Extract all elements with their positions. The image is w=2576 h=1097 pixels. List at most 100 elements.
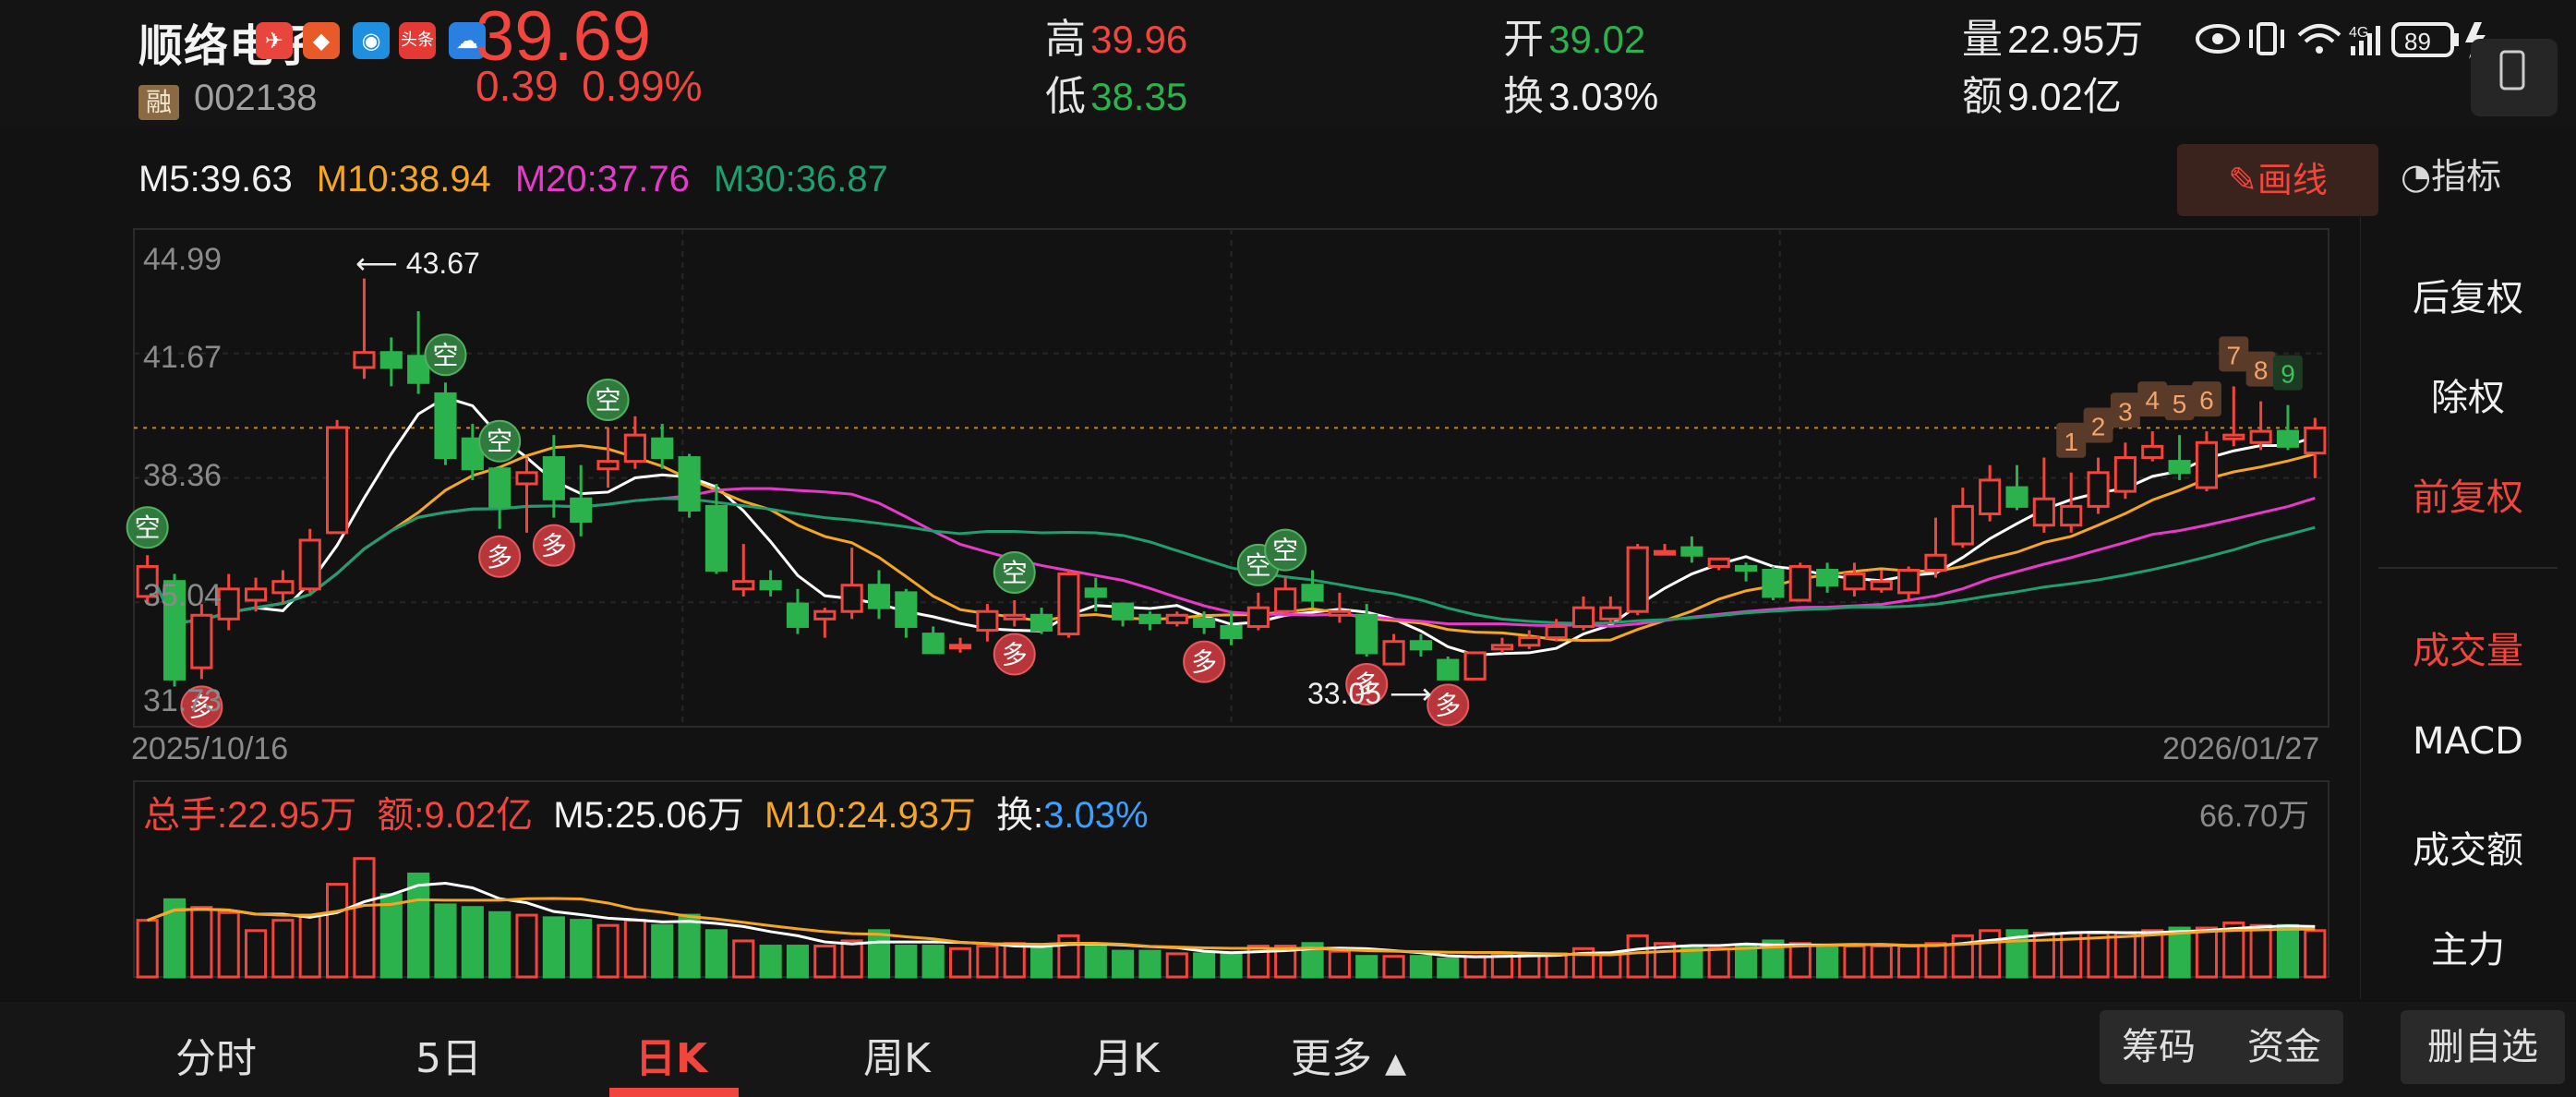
total-volume: 总手:22.95万 — [143, 795, 357, 836]
volume-bar — [434, 903, 457, 979]
remove-watchlist-button[interactable]: 删自选 — [2401, 1010, 2565, 1084]
volume-bar — [1382, 955, 1405, 979]
volume-bar — [353, 857, 376, 979]
tab-weekly-k[interactable]: 周K — [863, 1035, 931, 1082]
signal-label: 空 — [596, 385, 621, 416]
candle-body — [1084, 587, 1107, 598]
signal-label: 多 — [1354, 669, 1379, 700]
long-signal-badge — [532, 524, 575, 567]
turnover-stat: 换 3.03% — [1503, 73, 1659, 120]
tab-more[interactable]: 更多 ▲ — [1291, 1035, 1407, 1082]
funds-button[interactable]: 资金 — [2247, 1026, 2321, 1068]
candle-body — [1138, 613, 1162, 624]
td-count-badge — [2137, 381, 2168, 417]
candle-body — [678, 456, 701, 512]
volume-bar — [570, 919, 593, 979]
candle-body — [623, 433, 646, 464]
candle-body — [2168, 460, 2191, 475]
candle-body — [1355, 613, 1378, 655]
volume-bar — [1626, 934, 1649, 979]
tab-intraday[interactable]: 分时 — [175, 1035, 257, 1082]
candle-body — [813, 609, 837, 621]
volume-bar — [1951, 934, 1974, 979]
eye-icon — [2196, 24, 2240, 54]
volume-bar — [1193, 952, 1216, 979]
gauge-icon: ◔ — [2401, 156, 2432, 197]
volume-bar — [1870, 945, 1893, 979]
volume-bar — [1409, 955, 1432, 979]
volume-bar — [623, 919, 646, 979]
td-count-label: 4 — [2145, 386, 2160, 415]
signal-label: 多 — [1191, 647, 1217, 678]
volume-bar — [2032, 932, 2055, 979]
volume-bar — [786, 945, 810, 979]
volume-bar — [678, 913, 701, 979]
sidebar-item-amount[interactable]: 成交额 — [2413, 829, 2523, 872]
sidebar-item-main-force[interactable]: 主力 — [2431, 929, 2505, 971]
volume-bar — [2195, 926, 2219, 979]
candle-body — [1735, 564, 1758, 572]
short-signal-badge — [424, 333, 467, 377]
volume-bar — [2276, 923, 2300, 979]
fire-app-icon[interactable]: ◆ — [303, 22, 340, 59]
candle-body — [2276, 429, 2300, 448]
tab-active-indicator — [609, 1088, 739, 1097]
open-stat: 开 39.02 — [1503, 16, 1646, 63]
chips-button[interactable]: 筹码 — [2122, 1026, 2196, 1068]
volume-stat: 量 22.95万 — [1962, 16, 2144, 63]
candle-body — [1951, 504, 1974, 546]
flag-app-icon[interactable]: ✈ — [256, 22, 293, 59]
volume-bar — [704, 929, 728, 979]
volume-bar — [379, 893, 403, 979]
sidebar-item-forward-adjust[interactable]: 前复权 — [2413, 476, 2523, 519]
draw-line-button[interactable]: ✎画线 — [2177, 144, 2378, 216]
sidebar-item-macd[interactable]: MACD — [2413, 720, 2523, 763]
volume-bar — [1274, 945, 1297, 979]
sidebar-item-backward-adjust[interactable]: 后复权 — [2413, 277, 2523, 319]
candle-body — [1382, 640, 1405, 666]
wifi-icon — [2297, 24, 2341, 54]
candle-body — [434, 392, 457, 460]
kline-chart[interactable]: 空空空空空空空多多 多多 多多多123 4 5 678 9 — [0, 0, 2364, 997]
signal-label: 多 — [487, 542, 512, 573]
candle-body — [1599, 606, 1622, 621]
candle-body — [2087, 471, 2110, 508]
td-count-badge — [2056, 422, 2087, 458]
status-icons: 4G 89 — [2196, 22, 2486, 59]
volume-bar — [813, 945, 837, 979]
sidebar-item-volume[interactable]: 成交量 — [2413, 630, 2523, 672]
long-signal-badge — [478, 535, 522, 578]
volume-bar — [596, 923, 620, 979]
short-signal-badge — [478, 419, 522, 463]
tab-monthly-k[interactable]: 月K — [1092, 1035, 1160, 1082]
high-stat: 高 39.96 — [1045, 16, 1188, 63]
quote-header — [0, 0, 2576, 129]
candle-body — [1003, 613, 1026, 621]
td-count-badge — [2191, 381, 2221, 417]
indicator-button[interactable]: ◔指标 — [2401, 156, 2502, 197]
landscape-toggle-button[interactable] — [2471, 39, 2558, 116]
long-signal-badge — [1426, 683, 1470, 727]
toutiao-app-icon[interactable]: 头条 — [399, 22, 436, 59]
volume-bar — [1707, 946, 1730, 979]
sidebar-divider — [2360, 214, 2361, 999]
candle-body — [1246, 606, 1270, 628]
td-count-label: 5 — [2173, 390, 2187, 418]
globe-app-icon[interactable]: ◉ — [353, 22, 390, 59]
volume-bar — [190, 906, 213, 979]
weather-app-icon[interactable]: ☁ — [449, 22, 486, 59]
volume-bar — [1735, 945, 1758, 979]
candle-body — [1843, 573, 1866, 591]
volume-bar — [271, 919, 295, 979]
signal-label: 空 — [432, 340, 458, 370]
signal-label: 空 — [1272, 536, 1298, 566]
tab-5day[interactable]: 5日 — [415, 1035, 482, 1082]
sidebar-item-ex-rights[interactable]: 除权 — [2431, 377, 2505, 419]
candle-body — [1762, 568, 1785, 598]
volume-bar — [515, 913, 538, 979]
amount-stat: 额 9.02亿 — [1962, 73, 2122, 120]
candle-body — [136, 564, 159, 598]
td-count-badge — [2083, 407, 2113, 443]
volume-bar — [840, 939, 863, 979]
tab-daily-k[interactable]: 日K — [635, 1035, 708, 1082]
